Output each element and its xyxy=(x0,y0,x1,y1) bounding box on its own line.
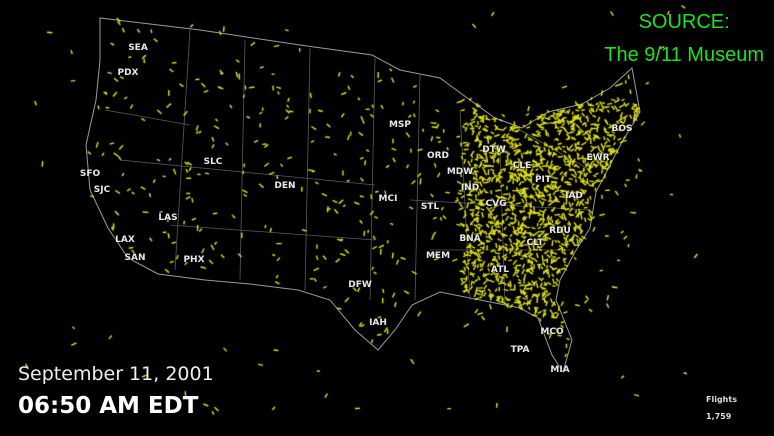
airport-label-rdu: RDU xyxy=(549,226,571,236)
airport-label-las: LAS xyxy=(158,213,178,223)
airport-label-lax: LAX xyxy=(115,235,135,245)
airport-label-bos: BOS xyxy=(611,124,633,134)
flight-counter-label: Flights xyxy=(706,395,737,404)
source-name: The 9/11 Museum xyxy=(604,44,764,66)
airport-label-sjc: SJC xyxy=(93,185,111,195)
airport-label-slc: SLC xyxy=(203,157,223,167)
airport-label-tpa: TPA xyxy=(510,345,530,355)
airport-label-iah: IAH xyxy=(369,318,387,328)
airport-label-mdw: MDW xyxy=(446,167,474,177)
flight-counter: Flights 1,759 xyxy=(706,391,737,425)
airport-label-pdx: PDX xyxy=(117,68,139,78)
airport-label-mci: MCI xyxy=(378,194,398,204)
airport-label-stl: STL xyxy=(420,202,440,212)
time-label: 06:50 AM EDT xyxy=(18,393,199,419)
airport-label-san: SAN xyxy=(124,253,146,263)
airport-label-ind: IND xyxy=(460,183,480,193)
airport-label-atl: ATL xyxy=(490,265,510,275)
airport-label-sea: SEA xyxy=(128,43,148,53)
flight-counter-value: 1,759 xyxy=(706,412,732,421)
airport-label-dfw: DFW xyxy=(348,280,372,290)
airport-label-iad: IAD xyxy=(565,191,583,201)
airport-label-sfo: SFO xyxy=(79,169,101,179)
airport-label-msp: MSP xyxy=(388,120,412,130)
airport-label-ord: ORD xyxy=(426,151,450,161)
airport-label-pit: PIT xyxy=(534,175,552,185)
airport-label-mia: MIA xyxy=(550,365,570,375)
airport-label-bna: BNA xyxy=(459,234,481,244)
airport-label-den: DEN xyxy=(274,181,296,191)
airport-label-ewr: EWR xyxy=(586,153,610,163)
date-label: September 11, 2001 xyxy=(18,363,214,385)
source-caption: SOURCE: The 9/11 Museum xyxy=(604,6,764,72)
airport-label-mco: MCO xyxy=(540,327,564,337)
airport-label-cvg: CVG xyxy=(485,199,507,209)
airport-label-clt: CLT xyxy=(526,238,544,248)
airport-label-mem: MEM xyxy=(425,251,451,261)
source-label: SOURCE: xyxy=(638,11,730,33)
airport-label-cle: CLE xyxy=(512,161,532,171)
airport-label-dtw: DTW xyxy=(482,145,506,155)
airport-label-phx: PHX xyxy=(183,255,205,265)
